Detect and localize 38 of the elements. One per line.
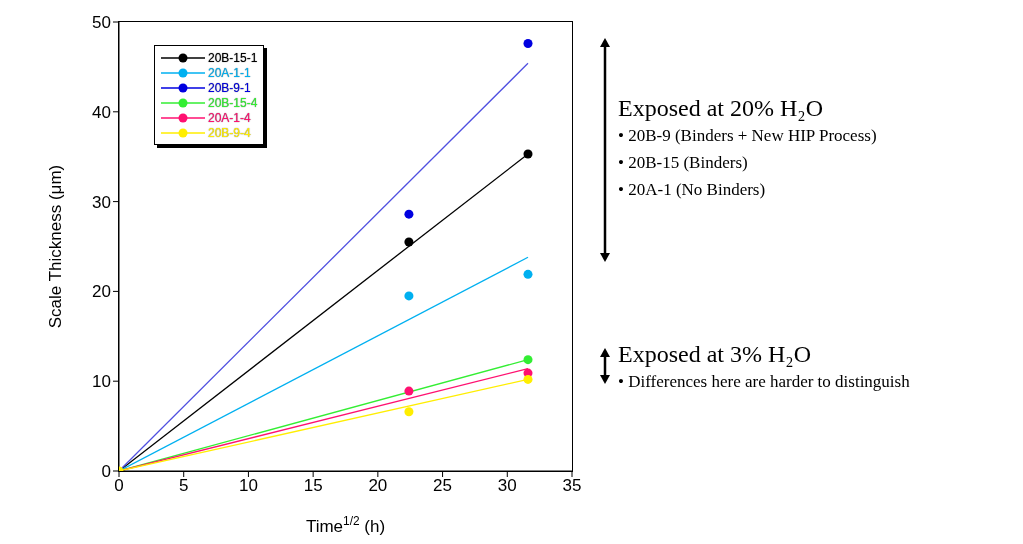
legend-label: 20B-15-1	[208, 50, 258, 65]
legend-label: 20A-1-1	[208, 65, 251, 80]
x-tick-label: 0	[114, 476, 124, 496]
x-axis-title: Time$^{1/2}$ (h)	[305, 514, 386, 536]
text: • 20B-15 (Binders)	[618, 152, 749, 174]
x-tick-label: 10	[238, 476, 258, 496]
point	[523, 269, 533, 279]
text: • 20B-9 (Binders + New HIP Process)	[618, 125, 877, 147]
x-tick-label: 5	[178, 476, 189, 496]
point	[523, 355, 533, 365]
point	[404, 291, 414, 301]
y-tick-label: 20	[92, 282, 111, 302]
legend-label: 20A-1-4	[208, 110, 251, 125]
point	[523, 39, 533, 49]
text: • 20A-1 (No Binders)	[618, 179, 767, 201]
y-axis-title: Scale Thickness (μm)	[46, 164, 66, 329]
text: Exposed at 3% H₂O	[618, 340, 812, 368]
x-tick-label: 35	[562, 476, 582, 496]
legend-label: 20B-9-1	[208, 80, 251, 95]
y-tick-label: 50	[92, 13, 111, 33]
x-tick-label: 20	[368, 476, 388, 496]
y-tick-label: 30	[92, 192, 111, 212]
text: Exposed at 20% H₂O	[618, 94, 824, 122]
y-tick-label: 0	[101, 462, 111, 482]
text: • Differences here are harder to distinguish	[618, 371, 910, 393]
legend-label: 20B-15-4	[208, 95, 258, 110]
point	[404, 237, 414, 247]
y-tick-label: 10	[92, 372, 111, 392]
x-tick-label: 25	[433, 476, 453, 496]
x-tick-label: 30	[497, 476, 517, 496]
point	[404, 407, 414, 417]
legend-label: 20B-9-4	[208, 125, 251, 140]
point	[523, 149, 533, 159]
y-tick-label: 40	[92, 102, 111, 122]
point	[523, 374, 533, 384]
point	[404, 209, 414, 219]
x-tick-label: 15	[303, 476, 323, 496]
point	[404, 386, 414, 396]
